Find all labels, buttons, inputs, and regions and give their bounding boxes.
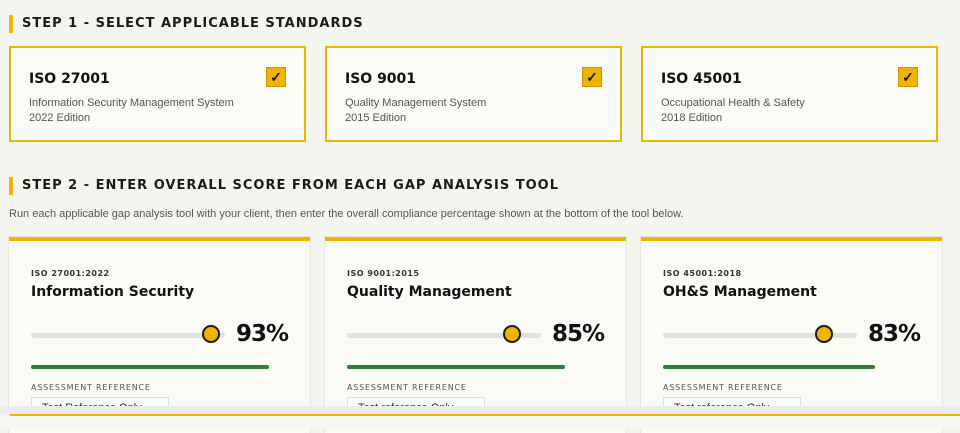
- standard-edition: 2018 Edition: [661, 112, 723, 124]
- score-card-tag: ISO 45001:2018: [663, 269, 742, 278]
- standard-card-iso27001[interactable]: ISO 27001 Information Security Managemen…: [9, 46, 306, 142]
- score-slider[interactable]: [663, 325, 857, 343]
- score-card-iso27001: ISO 27001:2022 Information Security 93% …: [9, 237, 310, 433]
- score-percentage: 83%: [867, 321, 921, 347]
- score-card-title: Quality Management: [347, 284, 512, 300]
- footer-divider: [10, 414, 960, 416]
- step2-title: STEP 2 - ENTER OVERALL SCORE FROM EACH G…: [9, 177, 559, 195]
- slider-thumb[interactable]: [815, 325, 834, 343]
- standard-name: Information Security Management System: [29, 97, 234, 109]
- standard-code: ISO 27001: [29, 71, 110, 87]
- checkmark-icon[interactable]: ✓: [266, 67, 286, 87]
- score-slider[interactable]: [347, 325, 541, 343]
- score-card-iso9001: ISO 9001:2015 Quality Management 85% ASS…: [325, 237, 626, 433]
- score-progress-bar: [31, 365, 270, 369]
- checkmark-icon[interactable]: ✓: [582, 67, 602, 87]
- standard-name: Occupational Health & Safety: [661, 97, 805, 109]
- score-card-iso45001: ISO 45001:2018 OH&S Management 83% ASSES…: [641, 237, 942, 433]
- standard-name: Quality Management System: [345, 97, 487, 109]
- checkmark-icon[interactable]: ✓: [898, 67, 918, 87]
- standard-code: ISO 9001: [345, 71, 417, 87]
- score-progress-bar: [347, 365, 565, 369]
- score-card-title: OH&S Management: [663, 284, 817, 300]
- standard-card-iso9001[interactable]: ISO 9001 Quality Management System 2015 …: [325, 46, 622, 142]
- score-card-tag: ISO 27001:2022: [31, 269, 110, 278]
- step2-description: Run each applicable gap analysis tool wi…: [9, 208, 684, 220]
- assessment-reference-label: ASSESSMENT REFERENCE: [663, 383, 783, 392]
- assessment-reference-label: ASSESSMENT REFERENCE: [347, 383, 467, 392]
- assessment-reference-label: ASSESSMENT REFERENCE: [31, 383, 151, 392]
- score-slider[interactable]: [31, 325, 225, 343]
- score-percentage: 85%: [551, 321, 605, 347]
- footer-strip: [0, 406, 960, 414]
- score-card-tag: ISO 9001:2015: [347, 269, 420, 278]
- footer-area: [0, 416, 960, 429]
- slider-thumb[interactable]: [502, 325, 521, 343]
- score-progress-bar: [663, 365, 876, 369]
- score-percentage: 93%: [235, 321, 289, 347]
- step1-title: STEP 1 - SELECT APPLICABLE STANDARDS: [9, 15, 364, 33]
- standard-code: ISO 45001: [661, 71, 742, 87]
- standard-edition: 2022 Edition: [29, 112, 91, 124]
- standard-edition: 2015 Edition: [345, 112, 407, 124]
- standard-card-iso45001[interactable]: ISO 45001 Occupational Health & Safety 2…: [641, 46, 938, 142]
- slider-thumb[interactable]: [202, 325, 221, 343]
- score-card-title: Information Security: [31, 284, 195, 300]
